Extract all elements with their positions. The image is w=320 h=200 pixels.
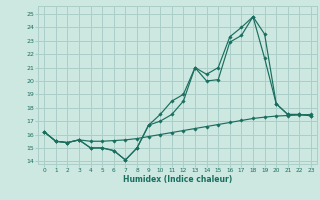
X-axis label: Humidex (Indice chaleur): Humidex (Indice chaleur) bbox=[123, 175, 232, 184]
